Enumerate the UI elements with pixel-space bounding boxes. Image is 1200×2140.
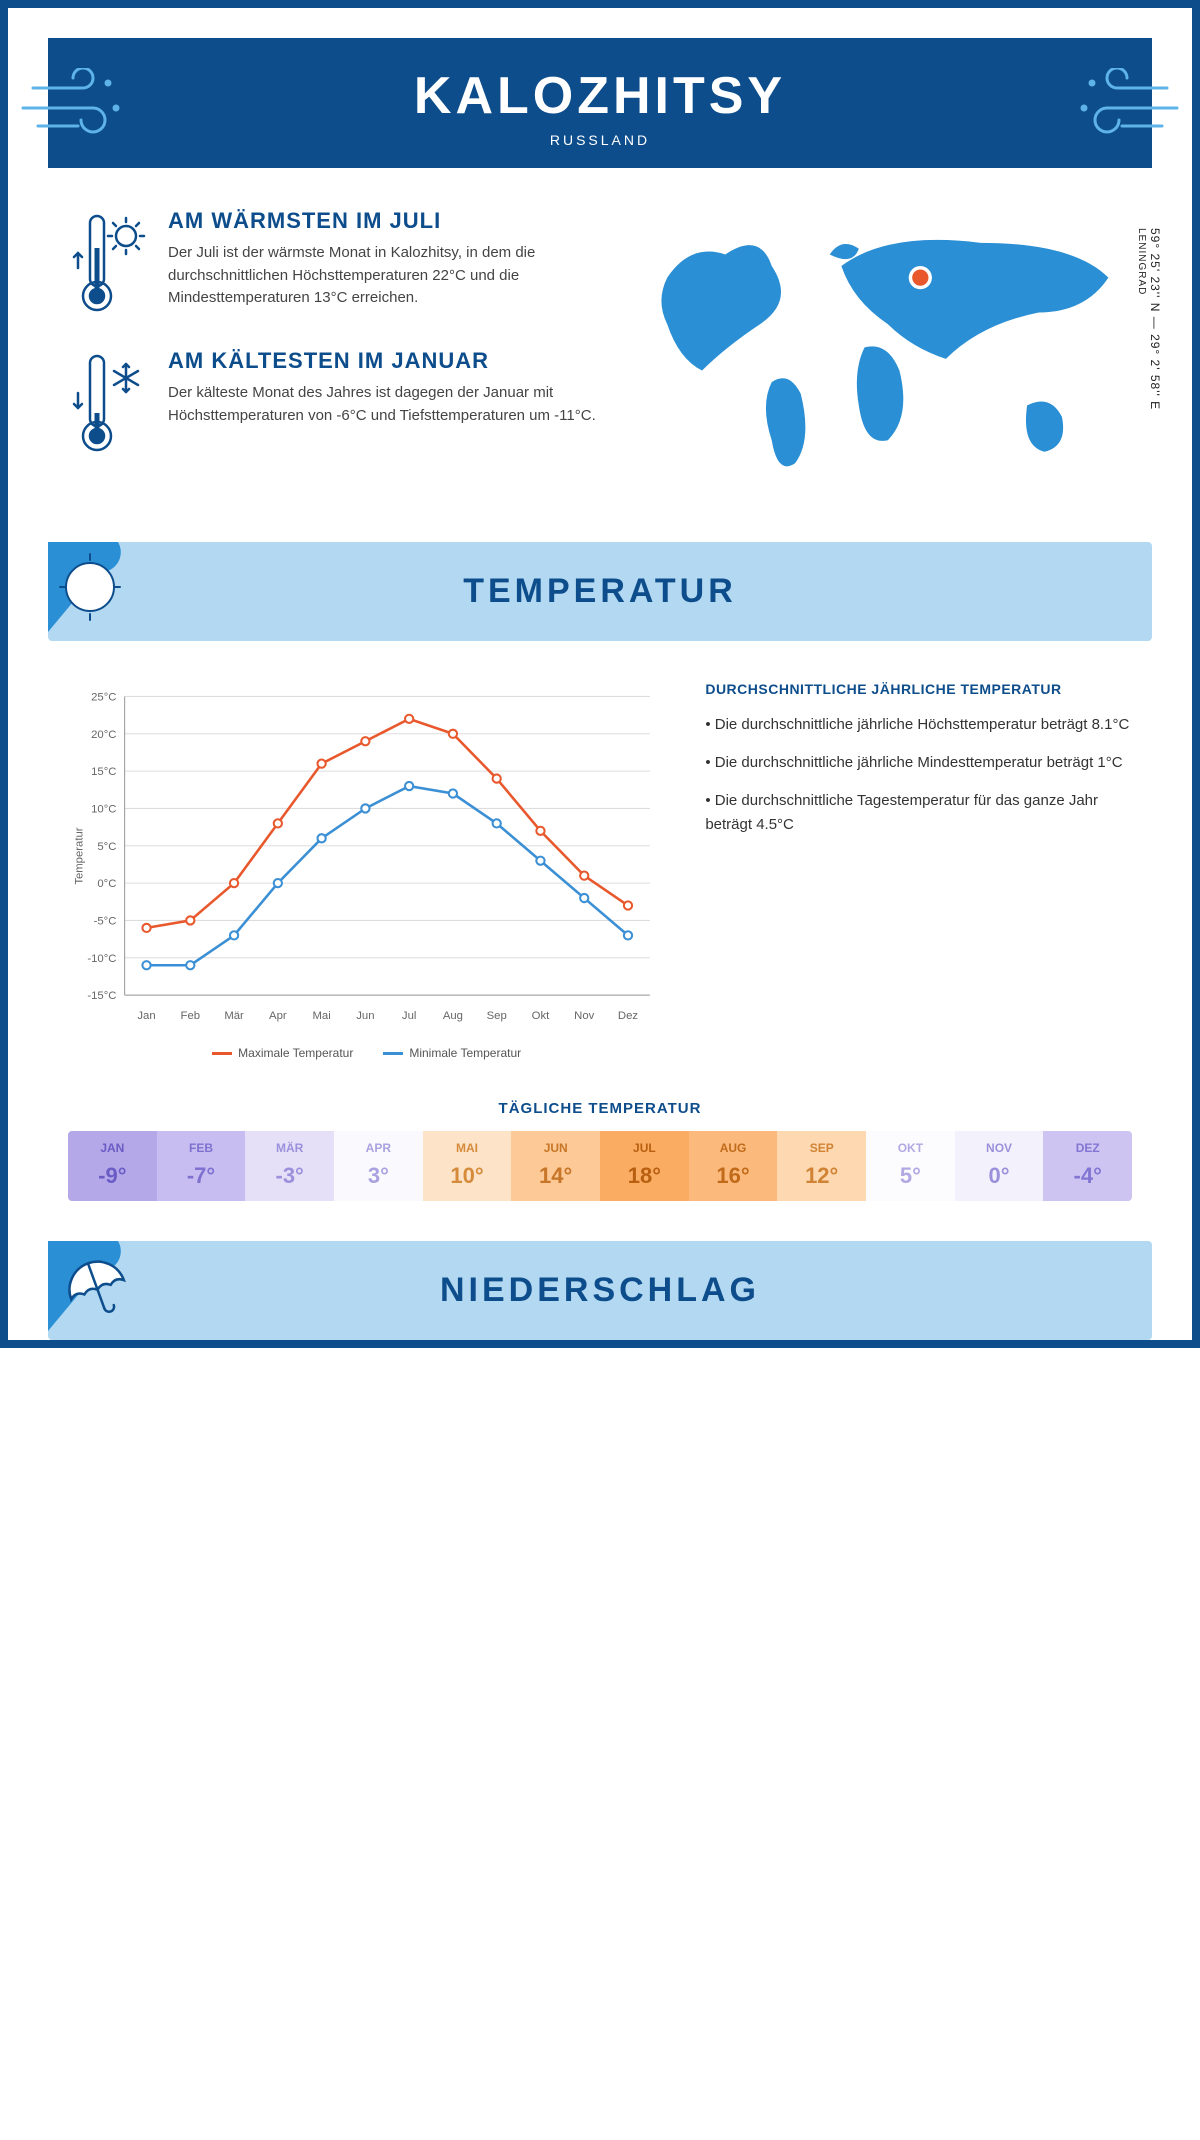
svg-text:Mai: Mai <box>312 1009 330 1021</box>
month-cell: SEP12° <box>777 1131 866 1201</box>
svg-text:Apr: Apr <box>269 1009 287 1021</box>
wind-icon <box>1072 68 1182 148</box>
temperature-content: -15°C -10°C -5°C 0°C 5°C 10°C 15°C 20°C 25°C Jan F… <box>8 641 1192 1080</box>
month-cell: JUN14° <box>511 1131 600 1201</box>
svg-text:-15°C: -15°C <box>87 990 116 1002</box>
daily-temp-title: TÄGLICHE TEMPERATUR <box>8 1100 1192 1117</box>
month-cell: JAN-9° <box>68 1131 157 1201</box>
daily-temperature-table: JAN-9°FEB-7°MÄR-3°APR3°MAI10°JUN14°JUL18… <box>68 1131 1132 1201</box>
thermometer-hot-icon <box>68 208 148 318</box>
avg-temp-title: DURCHSCHNITTLICHE JÄHRLICHE TEMPERATUR <box>705 681 1132 697</box>
page-frame: KALOZHITSY RUSSLAND AM WÄRMSTEN IM JULI … <box>0 0 1200 1348</box>
svg-text:Mär: Mär <box>224 1009 244 1021</box>
svg-text:5°C: 5°C <box>97 841 116 853</box>
coldest-fact: AM KÄLTESTEN IM JANUAR Der kälteste Mona… <box>68 348 604 458</box>
country-subtitle: RUSSLAND <box>48 132 1152 148</box>
avg-temp-bullet: • Die durchschnittliche Tagestemperatur … <box>705 789 1132 837</box>
svg-text:Jun: Jun <box>356 1009 374 1021</box>
month-cell: MAI10° <box>423 1131 512 1201</box>
temperature-title: TEMPERATUR <box>48 572 1152 611</box>
city-title: KALOZHITSY <box>48 66 1152 126</box>
svg-text:Nov: Nov <box>574 1009 594 1021</box>
svg-text:-10°C: -10°C <box>87 953 116 965</box>
header-banner: KALOZHITSY RUSSLAND <box>48 38 1152 168</box>
coordinates-label: 59° 25' 23'' N — 29° 2' 58'' E LENINGRAD <box>1134 228 1162 410</box>
avg-temp-bullet: • Die durchschnittliche jährliche Mindes… <box>705 751 1132 775</box>
svg-text:Feb: Feb <box>181 1009 201 1021</box>
precipitation-section-header: NIEDERSCHLAG <box>48 1241 1152 1340</box>
month-cell: OKT5° <box>866 1131 955 1201</box>
month-cell: DEZ-4° <box>1043 1131 1132 1201</box>
thermometer-cold-icon <box>68 348 148 458</box>
temperature-section-header: TEMPERATUR <box>48 542 1152 641</box>
temperature-legend: Maximale Temperatur Minimale Temperatur <box>68 1046 665 1060</box>
svg-text:-5°C: -5°C <box>94 915 117 927</box>
warmest-fact: AM WÄRMSTEN IM JULI Der Juli ist der wär… <box>68 208 604 318</box>
intro-section: AM WÄRMSTEN IM JULI Der Juli ist der wär… <box>8 168 1192 522</box>
month-cell: JUL18° <box>600 1131 689 1201</box>
svg-text:Dez: Dez <box>618 1009 638 1021</box>
svg-text:Temperatur: Temperatur <box>73 827 85 884</box>
svg-text:15°C: 15°C <box>91 766 116 778</box>
precipitation-title: NIEDERSCHLAG <box>48 1271 1152 1310</box>
warmest-text: Der Juli ist der wärmste Monat in Kalozh… <box>168 242 604 310</box>
month-cell: NOV0° <box>955 1131 1044 1201</box>
sun-icon <box>48 542 148 642</box>
svg-text:Aug: Aug <box>443 1009 463 1021</box>
avg-temp-bullet: • Die durchschnittliche jährliche Höchst… <box>705 713 1132 737</box>
world-map-icon <box>644 208 1132 487</box>
svg-text:25°C: 25°C <box>91 691 116 703</box>
warmest-title: AM WÄRMSTEN IM JULI <box>168 208 604 234</box>
svg-text:Jul: Jul <box>402 1009 416 1021</box>
month-cell: AUG16° <box>689 1131 778 1201</box>
svg-text:10°C: 10°C <box>91 803 116 815</box>
coldest-title: AM KÄLTESTEN IM JANUAR <box>168 348 604 374</box>
umbrella-icon <box>48 1241 148 1341</box>
month-cell: APR3° <box>334 1131 423 1201</box>
month-cell: FEB-7° <box>157 1131 246 1201</box>
svg-text:0°C: 0°C <box>97 878 116 890</box>
wind-icon <box>18 68 128 148</box>
svg-text:Sep: Sep <box>487 1009 507 1021</box>
coldest-text: Der kälteste Monat des Jahres ist dagege… <box>168 382 604 427</box>
svg-text:20°C: 20°C <box>91 729 116 741</box>
svg-text:Jan: Jan <box>137 1009 155 1021</box>
temperature-line-chart: -15°C -10°C -5°C 0°C 5°C 10°C 15°C 20°C 25°C Jan F… <box>68 681 665 1031</box>
svg-text:Okt: Okt <box>532 1009 550 1021</box>
month-cell: MÄR-3° <box>245 1131 334 1201</box>
